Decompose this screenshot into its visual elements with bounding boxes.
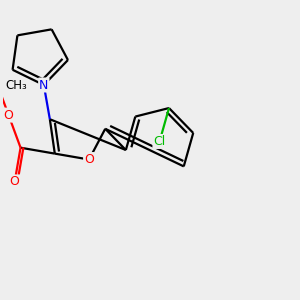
Text: CH₃: CH₃: [5, 79, 27, 92]
Text: O: O: [84, 153, 94, 166]
Text: O: O: [4, 109, 14, 122]
Text: Cl: Cl: [153, 135, 166, 148]
Text: O: O: [10, 176, 20, 188]
Text: N: N: [39, 79, 49, 92]
